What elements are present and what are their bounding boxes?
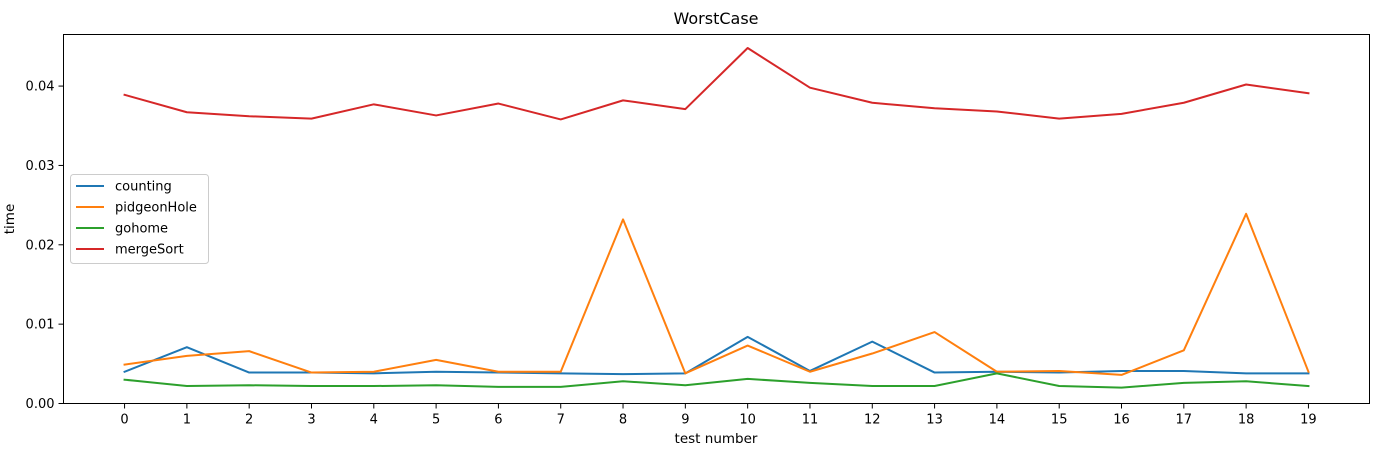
x-tick-label: 9 <box>681 413 689 428</box>
x-tick-label: 0 <box>120 413 128 428</box>
series-line-mergeSort <box>123 46 1310 121</box>
x-tick-label: 14 <box>989 413 1006 428</box>
x-tick-label: 12 <box>864 413 881 428</box>
x-tick-label: 19 <box>1300 413 1317 428</box>
y-axis: 0.00 0.01 0.02 0.03 0.04 <box>26 80 64 412</box>
x-tick-label: 18 <box>1238 413 1255 428</box>
y-tick-label: 0.03 <box>26 159 55 174</box>
chart-title: WorstCase <box>673 9 758 28</box>
legend-label-mergeSort: mergeSort <box>115 243 184 258</box>
y-tick-label: 0.04 <box>26 80 55 95</box>
x-axis: 0 1 2 3 4 5 6 7 8 9 10 11 12 13 14 15 16 17 18 19 <box>120 403 1317 428</box>
legend-label-gohome: gohome <box>115 222 168 237</box>
legend-label-pidgeonHole: pidgeonHole <box>115 201 197 216</box>
x-tick-label: 15 <box>1051 413 1068 428</box>
series-layer <box>123 46 1310 389</box>
legend-label-counting: counting <box>115 180 172 195</box>
x-tick-label: 5 <box>432 413 440 428</box>
x-tick-label: 10 <box>739 413 756 428</box>
x-axis-label: test number <box>675 431 758 447</box>
x-tick-label: 1 <box>183 413 191 428</box>
x-tick-label: 6 <box>494 413 502 428</box>
x-tick-label: 3 <box>307 413 315 428</box>
x-tick-label: 11 <box>802 413 819 428</box>
x-tick-label: 17 <box>1176 413 1193 428</box>
x-tick-label: 4 <box>370 413 378 428</box>
y-tick-label: 0.01 <box>26 318 55 333</box>
y-tick-label: 0.02 <box>26 238 55 253</box>
x-tick-label: 2 <box>245 413 253 428</box>
plot-frame <box>63 34 1370 404</box>
y-tick-label: 0.00 <box>26 397 55 412</box>
legend: counting pidgeonHole gohome mergeSort <box>70 174 209 264</box>
series-line-gohome <box>123 372 1310 389</box>
x-tick-label: 7 <box>557 413 565 428</box>
legend-box <box>70 174 209 264</box>
x-tick-label: 13 <box>926 413 943 428</box>
x-tick-label: 16 <box>1113 413 1130 428</box>
x-tick-label: 8 <box>619 413 627 428</box>
y-axis-label: time <box>2 204 18 235</box>
series-line-pidgeonHole <box>123 212 1310 376</box>
